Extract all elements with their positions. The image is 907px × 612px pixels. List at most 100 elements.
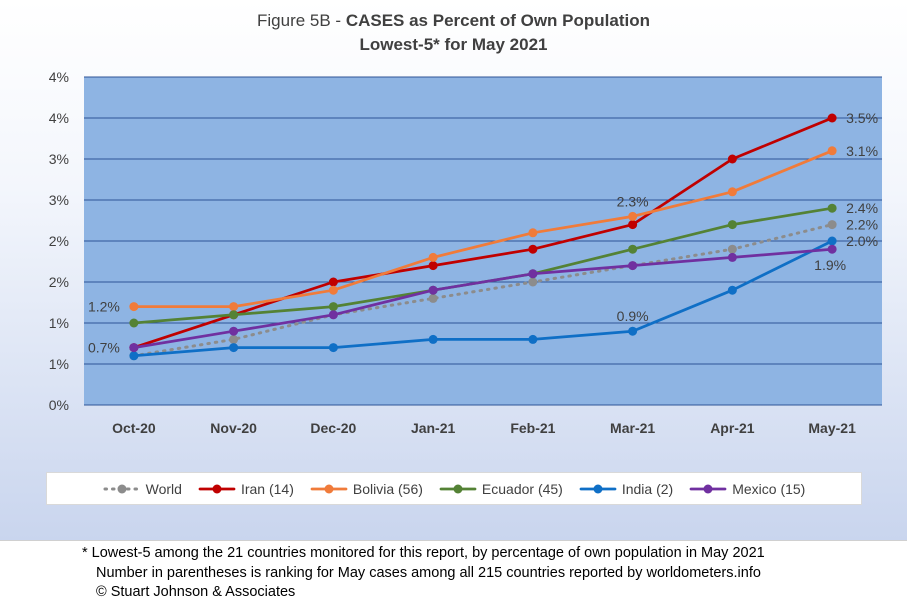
legend-item-bolivia: Bolivia (56) <box>310 481 423 497</box>
y-tick-label: 1% <box>49 315 69 331</box>
data-point-bolivia <box>628 211 638 221</box>
series-bolivia <box>129 146 837 312</box>
footnote: * Lowest-5 among the 21 countries monito… <box>0 544 907 603</box>
chart-title: Figure 5B - CASES as Percent of Own Popu… <box>0 9 907 57</box>
data-point-india <box>628 326 638 336</box>
chart-panel: 0% 1% 1% 2% 2% 3% 3% 4% 4% Oct-20 Nov-20 Dec-20 Jan… <box>0 0 907 540</box>
legend-label: Iran (14) <box>240 480 294 497</box>
legend-item-ecuador: Ecuador (45) <box>439 481 563 497</box>
data-point-world <box>827 220 837 230</box>
data-label: 3.1% <box>846 143 878 159</box>
x-tick-label: Mar-21 <box>610 420 655 436</box>
data-label: 2.0% <box>846 233 878 249</box>
y-tick-label: 1% <box>49 356 69 372</box>
footnote-line-1: * Lowest-5 among the 21 countries monito… <box>82 545 765 561</box>
footnote-line-3: © Stuart Johnson & Associates <box>96 584 296 600</box>
series-line-india <box>132 239 834 358</box>
legend-item-india: India (2) <box>579 481 673 497</box>
data-point-bolivia <box>727 187 737 197</box>
y-tick-label: 2% <box>49 233 69 249</box>
data-label: 0.7% <box>88 340 120 356</box>
line-chart: 0% 1% 1% 2% 2% 3% 3% 4% 4% Oct-20 Nov-20 Dec-20 Jan… <box>49 69 882 436</box>
series-mexico <box>129 244 837 353</box>
data-point-ecuador <box>328 302 338 312</box>
data-point-iran <box>628 220 638 230</box>
data-point-ecuador <box>628 244 638 254</box>
data-point-bolivia <box>827 146 837 156</box>
data-label: 2.4% <box>846 200 878 216</box>
data-point-iran <box>528 244 538 254</box>
data-point-world <box>229 334 239 344</box>
data-label: 1.2% <box>88 299 120 315</box>
data-point-mexico <box>129 343 139 353</box>
data-point-world <box>428 293 438 303</box>
legend-item-world: World <box>103 481 182 497</box>
data-point-ecuador <box>129 318 139 328</box>
legend-label: India (2) <box>621 480 674 497</box>
series-line-bolivia <box>132 149 834 308</box>
series-india <box>129 236 837 361</box>
legend-item-iran: Iran (14) <box>198 481 294 497</box>
data-label: 2.3% <box>617 193 649 209</box>
data-point-india <box>528 334 538 344</box>
legend-label: Ecuador (45) <box>481 480 563 497</box>
y-tick-label: 0% <box>49 397 69 413</box>
data-label: 0.9% <box>617 308 649 324</box>
data-label: 3.5% <box>846 110 878 126</box>
series-line-iran <box>132 116 834 349</box>
x-tick-label: Jan-21 <box>411 420 456 436</box>
data-point-bolivia <box>129 302 139 312</box>
x-tick-label: Apr-21 <box>710 420 755 436</box>
series-line-world <box>132 223 834 358</box>
data-point-india <box>727 285 737 295</box>
footnote-line-2: Number in parentheses is ranking for May… <box>96 564 761 581</box>
data-point-world <box>528 277 538 287</box>
data-point-bolivia <box>229 302 239 312</box>
data-point-iran <box>827 113 837 123</box>
y-tick-label: 2% <box>49 274 69 290</box>
x-tick-label: Oct-20 <box>112 420 156 436</box>
data-point-iran <box>428 261 438 271</box>
chart-title-bold: CASES as Percent of Own Population <box>345 11 650 30</box>
legend-label: Bolivia (56) <box>352 480 423 497</box>
data-point-india <box>229 343 239 353</box>
chart-subtitle: Lowest-5* for May 2021 <box>359 35 548 54</box>
x-tick-label: May-21 <box>808 420 856 436</box>
legend-swatch <box>310 484 348 493</box>
legend-swatch <box>689 484 727 493</box>
data-point-india <box>129 351 139 361</box>
legend-swatch <box>198 484 236 493</box>
data-point-mexico <box>229 326 239 336</box>
legend-swatch <box>439 484 477 493</box>
x-tick-label: Nov-20 <box>210 420 257 436</box>
data-point-ecuador <box>727 220 737 230</box>
data-point-iran <box>328 277 338 287</box>
legend-label: World <box>145 480 182 497</box>
data-point-mexico <box>727 252 737 262</box>
divider <box>0 540 907 541</box>
data-point-ecuador <box>229 310 239 320</box>
legend-label: Mexico (15) <box>732 480 806 497</box>
data-point-bolivia <box>428 252 438 262</box>
data-point-mexico <box>827 244 837 254</box>
y-tick-label: 3% <box>49 192 69 208</box>
data-point-mexico <box>428 285 438 295</box>
data-point-mexico <box>528 269 538 279</box>
y-tick-label: 3% <box>49 151 69 167</box>
data-point-iran <box>727 154 737 164</box>
data-point-india <box>827 236 837 246</box>
data-point-bolivia <box>528 228 538 238</box>
x-tick-label: Feb-21 <box>510 420 555 436</box>
chart-legend: World Iran (14) Bolivia (56) Ecuador (45) In… <box>46 472 862 505</box>
data-point-india <box>428 334 438 344</box>
chart-title-prefix: Figure 5B - <box>257 11 346 30</box>
data-label: 2.2% <box>846 217 878 233</box>
data-point-india <box>328 343 338 353</box>
y-tick-label: 4% <box>49 69 69 85</box>
legend-swatch <box>579 484 617 493</box>
data-point-bolivia <box>328 285 338 295</box>
data-point-mexico <box>628 261 638 271</box>
y-tick-label: 4% <box>49 110 69 126</box>
data-label: 1.9% <box>814 257 846 273</box>
legend-swatch <box>103 484 141 493</box>
